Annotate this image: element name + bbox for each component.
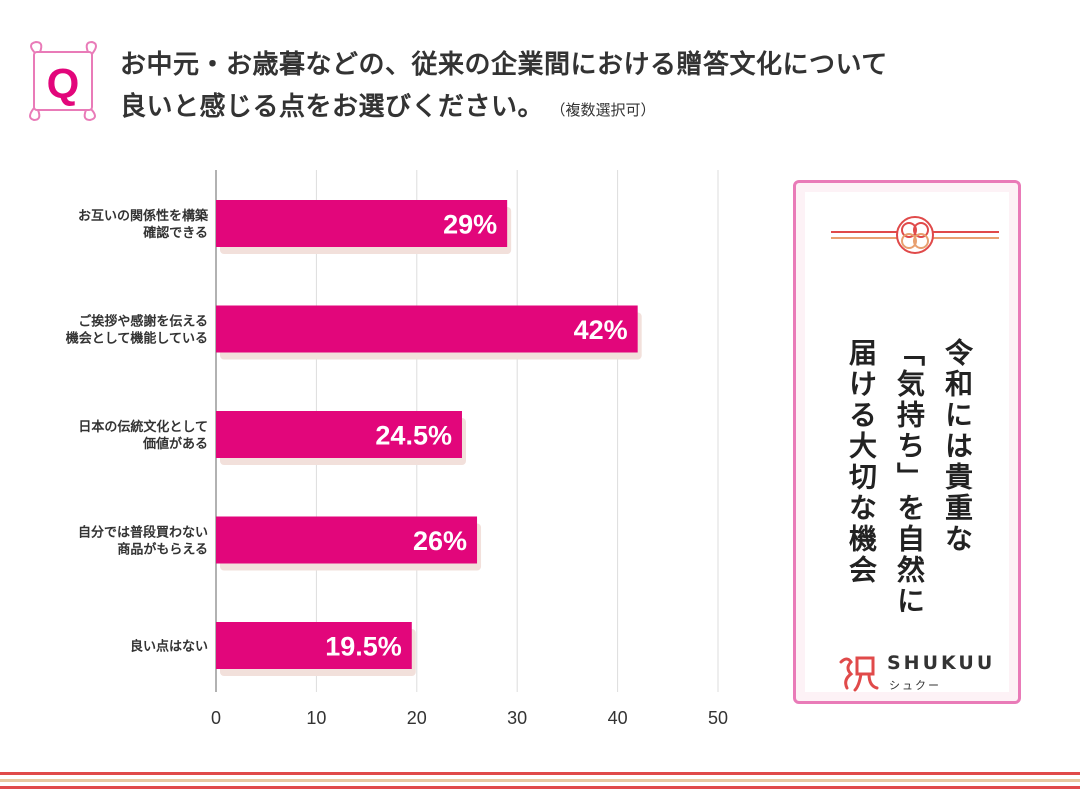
mizuhiki-knot-icon	[831, 216, 999, 254]
question-note: （複数選択可）	[558, 101, 656, 119]
category-label: 良い点はない	[130, 639, 208, 655]
x-tick-label: 20	[407, 708, 427, 728]
category-label: 自分では普段買わない	[78, 525, 208, 541]
bar	[216, 411, 462, 458]
question-title: お中元・お歳暮などの、従来の企業間における贈答文化について 良いと感じる点をお選…	[120, 44, 940, 131]
category-label: ご挨拶や感謝を伝える	[78, 314, 208, 330]
x-tick-label: 0	[211, 708, 221, 728]
category-label: お互いの関係性を構築	[78, 208, 209, 224]
shukuu-logo-icon	[839, 656, 879, 692]
bar-value-label: 26%	[413, 526, 467, 556]
x-tick-label: 10	[306, 708, 326, 728]
footer-stripe	[0, 772, 1080, 775]
q-icon: Q	[22, 40, 104, 122]
question-line-1: お中元・お歳暮などの、従来の企業間における贈答文化について	[120, 50, 888, 80]
x-tick-label: 30	[507, 708, 527, 728]
brand-name: SHUKUU	[887, 652, 996, 674]
x-tick-label: 40	[608, 708, 628, 728]
message-card: 令和には貴重な 「気持ち」を自然に 届ける大切な機会 SHUKUU シュクー	[793, 180, 1021, 704]
category-label: 価値がある	[142, 436, 208, 452]
card-message-line-1: 令和には貴重な	[941, 338, 974, 555]
footer-stripe	[0, 786, 1080, 789]
question-line-2: 良いと感じる点をお選びください。 （複数選択可）	[120, 92, 656, 122]
category-label: 機会として機能している	[66, 331, 208, 347]
bar	[216, 305, 638, 353]
bar	[216, 516, 478, 564]
card-message: 令和には貴重な 「気持ち」を自然に 届ける大切な機会	[841, 338, 981, 638]
category-label: 商品がもらえる	[117, 542, 208, 558]
brand-kana: シュクー	[889, 679, 941, 692]
bar-value-label: 24.5%	[375, 421, 452, 451]
bar	[216, 200, 508, 247]
bar-value-label: 42%	[574, 315, 628, 345]
category-label: 日本の伝統文化として	[78, 419, 208, 435]
q-letter: Q	[47, 60, 80, 107]
bar-value-label: 19.5%	[325, 632, 402, 662]
bar-value-label: 29%	[443, 210, 497, 240]
card-message-line-2: 「気持ち」を自然に	[893, 338, 926, 617]
shukuu-logo: SHUKUU シュクー	[835, 650, 1005, 696]
bar	[216, 622, 412, 669]
category-label: 確認できる	[143, 225, 208, 241]
x-tick-label: 50	[708, 708, 728, 728]
card-message-line-3: 届ける大切な機会	[845, 338, 878, 586]
footer-stripe	[0, 779, 1080, 782]
message-card-inner: 令和には貴重な 「気持ち」を自然に 届ける大切な機会 SHUKUU シュクー	[805, 192, 1009, 692]
bar-chart: 0 10 20 30 40 50 29% お互いの関係性を構築 確認できる 42% ご挨拶や感謝を伝…	[0, 160, 760, 740]
